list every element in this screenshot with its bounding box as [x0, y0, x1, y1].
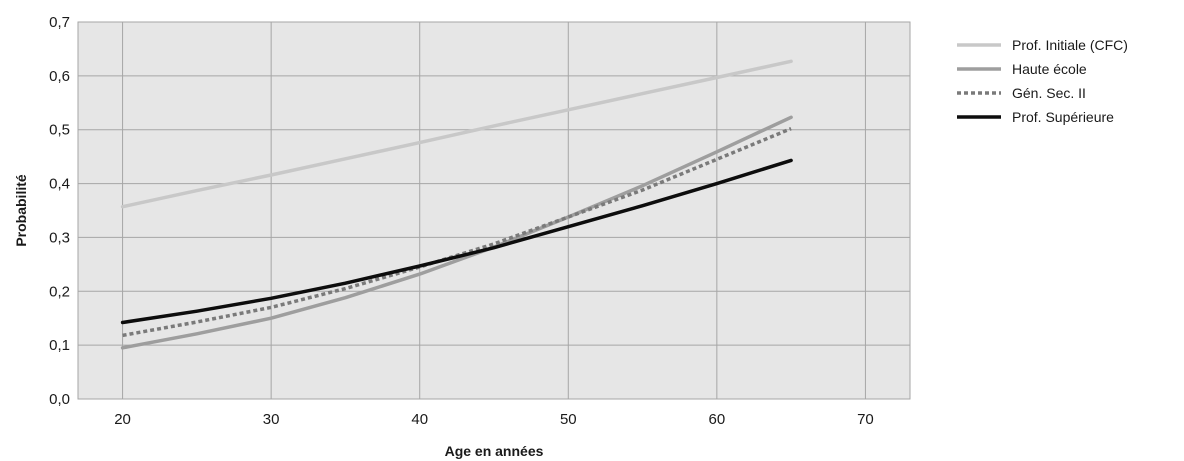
series-line	[120, 158, 793, 325]
x-axis-ticks: 20 30 40 50 60 70	[114, 411, 874, 428]
x-axis-title: Age en années	[445, 443, 544, 459]
y-tick-label: 0,5	[49, 122, 70, 139]
legend-label: Prof. Initiale (CFC)	[1012, 37, 1128, 53]
plot-area	[78, 22, 910, 399]
series-line	[120, 115, 793, 350]
y-tick-label: 0,7	[49, 14, 70, 31]
y-tick-label: 0,6	[49, 68, 70, 85]
plot-border	[77, 21, 911, 400]
x-tick-label: 30	[263, 411, 280, 428]
legend-label: Gén. Sec. II	[1012, 85, 1086, 101]
legend: Prof. Initiale (CFC) Haute école Gén. Sec.…	[957, 37, 1128, 125]
legend-label: Prof. Supérieure	[1012, 109, 1114, 125]
series-lines	[120, 59, 793, 350]
x-tick-label: 40	[411, 411, 428, 428]
legend-label: Haute école	[1012, 61, 1087, 77]
y-tick-label: 0,4	[49, 176, 70, 193]
y-tick-label: 0,0	[49, 391, 70, 408]
x-tick-label: 60	[709, 411, 726, 428]
series-line	[120, 59, 793, 209]
x-tick-label: 20	[114, 411, 131, 428]
x-tick-label: 50	[560, 411, 577, 428]
y-tick-label: 0,1	[49, 337, 70, 354]
gridlines	[77, 21, 911, 400]
x-tick-label: 70	[857, 411, 874, 428]
y-axis-ticks: 0,0 0,1 0,2 0,3 0,4 0,5 0,6 0,7	[49, 14, 70, 408]
y-axis-title: Probabilité	[13, 174, 29, 247]
y-tick-label: 0,2	[49, 283, 70, 300]
y-tick-label: 0,3	[49, 229, 70, 246]
